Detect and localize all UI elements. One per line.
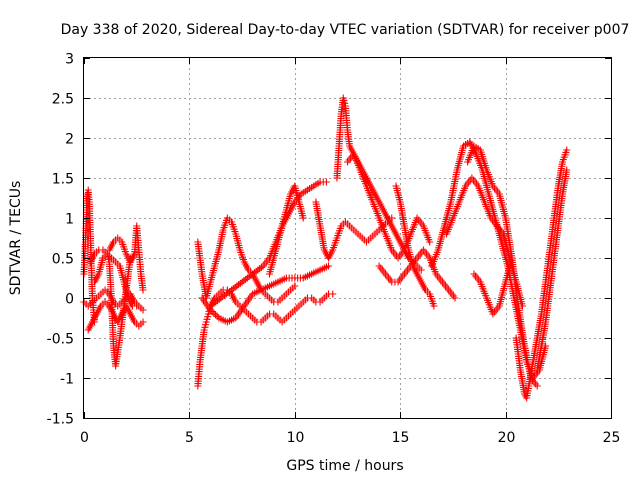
x-tick-label: 20 (498, 430, 516, 446)
data-point (250, 269, 258, 277)
data-point (247, 271, 255, 279)
data-points (80, 94, 571, 402)
data-point (563, 146, 571, 154)
data-point (242, 275, 250, 283)
series-arc-19 (464, 142, 541, 390)
data-point (214, 297, 222, 305)
data-point (533, 382, 541, 390)
data-point (256, 265, 264, 273)
data-point (291, 282, 299, 290)
y-tick-label: -1 (60, 372, 74, 388)
data-point (254, 266, 262, 274)
x-tick-label: 10 (287, 430, 305, 446)
y-tick-label: -0.5 (47, 332, 74, 348)
data-point (451, 294, 459, 302)
data-point (243, 274, 251, 282)
data-point (252, 267, 260, 275)
data-point (210, 309, 218, 317)
data-point (231, 283, 239, 291)
data-point (208, 308, 216, 316)
series-arc-5 (91, 250, 134, 370)
data-point (240, 277, 248, 285)
series-arc-8 (194, 214, 299, 306)
tick-labels: -1.5 -1 -0.5 0 0.5 1 1.5 2 2.5 3 0 5 10 15 20 25 (47, 52, 621, 447)
data-point (139, 318, 147, 326)
series-arc-16 (392, 182, 438, 310)
data-point (430, 302, 438, 310)
plot-area-border (83, 57, 612, 419)
data-point (322, 178, 330, 186)
data-point (257, 263, 265, 271)
series-arc-13 (333, 94, 425, 274)
data-point (228, 286, 236, 294)
x-tick-label: 5 (185, 430, 194, 446)
data-point (139, 286, 147, 294)
data-point (215, 295, 223, 303)
y-tick-label: 1 (65, 212, 74, 228)
series-arc-22 (533, 166, 571, 374)
y-axis-label: SDTVAR / TECUs (8, 181, 24, 296)
data-point (235, 281, 243, 289)
data-point (508, 254, 516, 262)
y-tick-label: 3 (65, 52, 74, 68)
data-point (210, 299, 218, 307)
data-point (238, 278, 246, 286)
data-point (219, 293, 227, 301)
series-arc-14 (344, 150, 434, 262)
x-axis-label: GPS time / hours (286, 458, 403, 474)
data-point (226, 287, 234, 295)
data-point (212, 298, 220, 306)
series-arc-11 (266, 182, 307, 278)
x-tick-label: 0 (80, 430, 89, 446)
data-point (224, 289, 232, 297)
data-point (217, 294, 225, 302)
data-point (229, 285, 237, 293)
data-point (245, 273, 253, 281)
data-point (133, 302, 141, 310)
data-point (222, 290, 230, 298)
y-tick-label: 0.5 (52, 252, 74, 268)
data-point (221, 291, 229, 299)
x-tick-label: 15 (392, 430, 410, 446)
data-point (299, 214, 307, 222)
data-point (236, 279, 244, 287)
data-point (213, 312, 221, 320)
series-arc-20 (470, 254, 516, 318)
data-point (233, 282, 241, 290)
data-point (329, 290, 337, 298)
data-point (417, 266, 425, 274)
y-tick-label: 2 (65, 132, 74, 148)
y-tick-label: 1.5 (52, 172, 74, 188)
chart-title: Day 338 of 2020, Sidereal Day-to-day VTE… (61, 22, 630, 38)
y-tick-label: 0 (65, 292, 74, 308)
y-tick-label: -1.5 (47, 412, 74, 428)
x-tick-label: 25 (603, 430, 621, 446)
series-arc-9 (198, 262, 333, 326)
data-point (426, 238, 434, 246)
data-point (249, 270, 257, 278)
y-tick-label: 2.5 (52, 92, 74, 108)
data-point (563, 166, 571, 174)
series-arc-6 (105, 222, 147, 294)
axis-ticks (84, 58, 612, 419)
data-point (139, 306, 147, 314)
data-point (83, 190, 91, 198)
data-point (212, 311, 220, 319)
series-arc-21 (512, 146, 571, 402)
data-point (206, 302, 214, 310)
data-point (325, 262, 333, 270)
data-point (208, 301, 216, 309)
